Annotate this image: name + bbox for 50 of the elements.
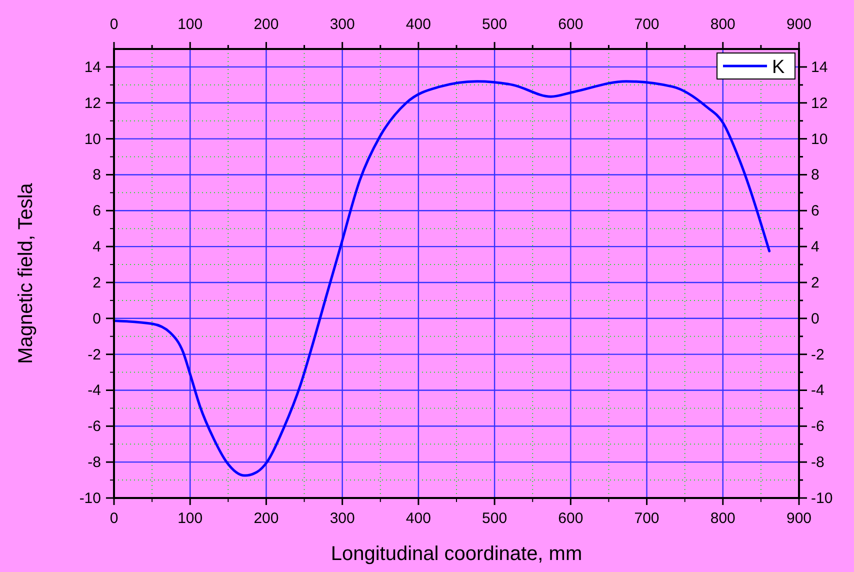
x2-tick-label: 300 [330, 16, 355, 33]
y-tick-label: 6 [92, 202, 101, 220]
y2-tick-label: -10 [811, 490, 833, 507]
y-tick-label: 14 [84, 58, 101, 76]
y-tick-label: -2 [88, 346, 101, 364]
y-tick-label: 4 [92, 238, 101, 256]
x2-tick-label: 200 [254, 16, 279, 33]
x-tick-label: 500 [482, 510, 508, 527]
x2-tick-label: 800 [710, 16, 736, 33]
y-tick-label: 12 [84, 94, 101, 112]
y-tick-label: -4 [88, 382, 101, 400]
y2-tick-label: -8 [811, 454, 824, 472]
y2-tick-label: -4 [811, 382, 824, 400]
y2-tick-label: 14 [811, 58, 828, 76]
x2-tick-label: 400 [406, 16, 431, 33]
x-tick-label: 0 [110, 510, 118, 527]
y2-tick-label: 8 [811, 166, 820, 184]
x2-tick-label: 900 [786, 16, 812, 33]
y-tick-label: -6 [88, 418, 101, 436]
x2-tick-label: 600 [558, 16, 584, 33]
x-tick-label: 200 [254, 510, 279, 527]
x-tick-label: 400 [406, 510, 431, 527]
y-tick-label: 2 [92, 274, 101, 292]
x-tick-label: 800 [710, 510, 736, 527]
x-tick-label: 700 [634, 510, 660, 527]
x2-tick-label: 500 [482, 16, 508, 33]
legend-label: K [772, 57, 785, 78]
y2-tick-label: 6 [811, 202, 820, 220]
x2-tick-label: 700 [634, 16, 660, 33]
y-tick-label: -10 [79, 490, 101, 507]
x-tick-label: 300 [330, 510, 355, 527]
x2-tick-label: 100 [178, 16, 203, 33]
x2-tick-label: 0 [110, 16, 118, 33]
x-tick-label: 600 [558, 510, 584, 527]
y-tick-label: 8 [92, 166, 101, 184]
y-tick-label: 10 [84, 130, 101, 148]
line-series [112, 80, 771, 477]
y2-tick-label: -6 [811, 418, 824, 436]
y2-tick-label: 2 [811, 274, 820, 292]
x-tick-label: 100 [178, 510, 203, 527]
y2-tick-label: 10 [811, 130, 828, 148]
y2-tick-label: 12 [811, 94, 828, 112]
x-tick-label: 900 [786, 510, 812, 527]
y-tick-label: 0 [92, 310, 101, 328]
y-axis-title: Magnetic field, Tesla [15, 182, 37, 364]
y-tick-label: -8 [88, 454, 101, 472]
x-axis-title: Longitudinal coordinate, mm [330, 543, 582, 565]
y2-tick-label: 0 [811, 310, 820, 328]
y2-tick-label: -2 [811, 346, 824, 364]
y2-tick-label: 4 [811, 238, 820, 256]
